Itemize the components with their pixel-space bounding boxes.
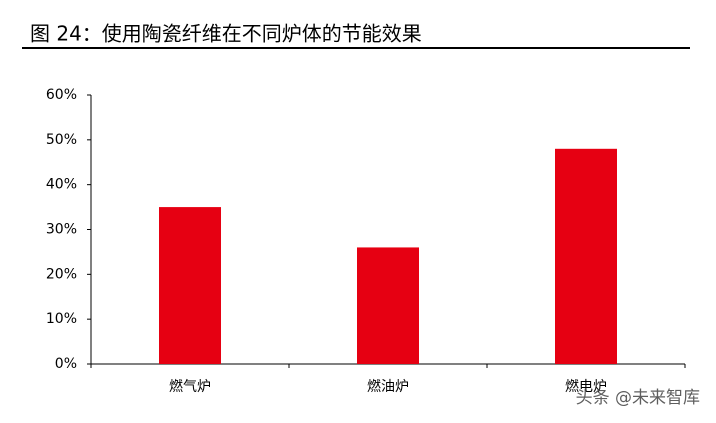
y-tick-label: 50% [46, 132, 77, 148]
chart-title: 图 24：使用陶瓷纤维在不同炉体的节能效果 [30, 22, 422, 46]
y-tick-label: 40% [46, 177, 77, 193]
y-tick-label: 20% [46, 266, 77, 282]
bar [555, 148, 617, 364]
x-tick-label: 燃电炉 [565, 378, 607, 395]
y-tick-label: 30% [46, 222, 77, 238]
x-tick-label: 燃油炉 [367, 378, 409, 395]
y-tick-label: 10% [46, 311, 77, 327]
bar [357, 247, 419, 364]
bar [159, 207, 221, 364]
y-tick-label: 60% [46, 87, 77, 103]
y-tick-label: 0% [55, 356, 77, 372]
x-tick-label: 燃气炉 [169, 378, 211, 395]
watermark: 头条 @未来智库 [576, 388, 700, 408]
